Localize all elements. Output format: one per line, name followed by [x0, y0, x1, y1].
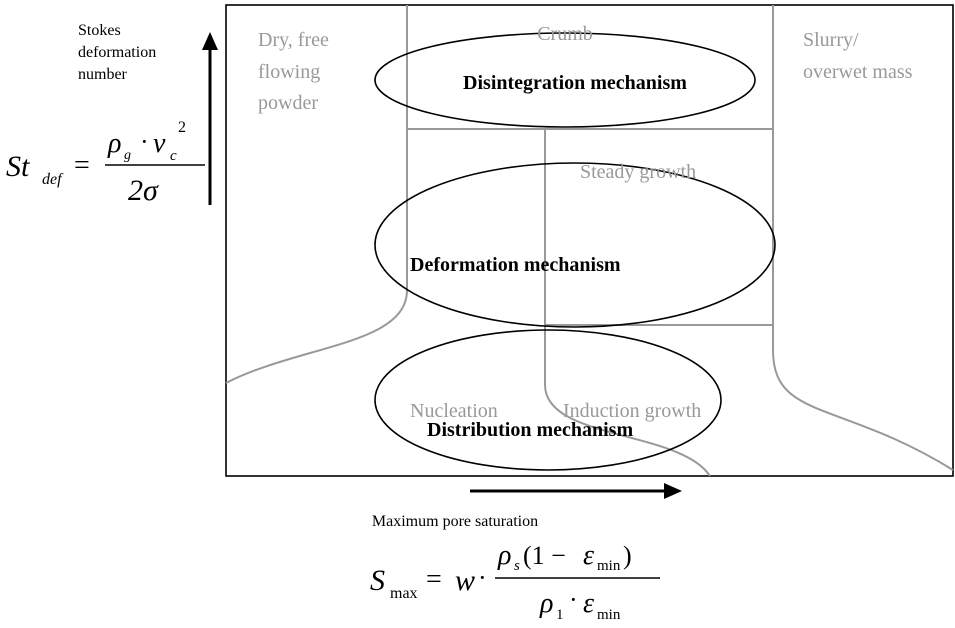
formula-part: c — [170, 148, 177, 164]
region-label: flowing — [258, 61, 320, 83]
axis-label: Maximum pore saturation — [372, 513, 538, 530]
formula-part: S — [370, 564, 385, 597]
ellipse — [374, 162, 776, 328]
formula-part: 1 — [556, 607, 564, 623]
ellipse — [374, 329, 722, 471]
formula-part: = — [74, 150, 90, 181]
boundary-line — [225, 5, 408, 384]
formula-part: g — [124, 148, 131, 163]
formula-part: ρ — [539, 588, 553, 619]
formula-part: · — [478, 563, 487, 592]
region-label: Induction growth — [563, 400, 701, 422]
formula-part: 2 — [178, 119, 186, 136]
axis-label: Stokes — [78, 22, 121, 39]
formula-part: min — [597, 558, 621, 574]
formula-part: ε — [583, 588, 594, 619]
mechanism-label: Deformation mechanism — [410, 254, 621, 276]
region-label: Slurry/ — [803, 29, 859, 51]
formula-part: max — [390, 585, 418, 602]
boundary-line — [772, 5, 954, 471]
formula-part: w — [455, 564, 475, 597]
formula-part: ν — [153, 128, 166, 159]
formula-part: min — [597, 607, 621, 623]
ellipse — [374, 32, 756, 128]
axis-label: deformation — [78, 44, 156, 61]
mechanism-label: Disintegration mechanism — [463, 72, 687, 94]
formula-part: = — [426, 564, 442, 595]
arrow-head — [202, 32, 218, 50]
formula-part: ε — [583, 540, 594, 571]
region-label: powder — [258, 92, 318, 114]
axis-label: number — [78, 66, 128, 83]
arrow-head — [664, 483, 682, 499]
region-label: Nucleation — [410, 400, 498, 422]
formula-part: def — [42, 171, 64, 188]
formula-part: ) — [623, 541, 632, 570]
region-label: Crumb — [537, 23, 593, 45]
formula-part: · — [140, 127, 149, 156]
formula-part: (1 − — [523, 541, 572, 570]
region-label: overwet mass — [803, 61, 913, 83]
formula-part: St — [6, 150, 30, 183]
region-label: Dry, free — [258, 29, 329, 51]
mechanism-label: Distribution mechanism — [427, 419, 633, 441]
frame — [225, 4, 954, 477]
formula-part: ρ — [107, 128, 121, 159]
formula-part: ρ — [497, 540, 511, 571]
boundary-line — [544, 129, 711, 477]
formula-part: · — [569, 585, 578, 614]
formula-part: s — [514, 558, 520, 574]
formula-part: 2σ — [128, 174, 159, 207]
region-label: Steady growth — [580, 161, 696, 183]
